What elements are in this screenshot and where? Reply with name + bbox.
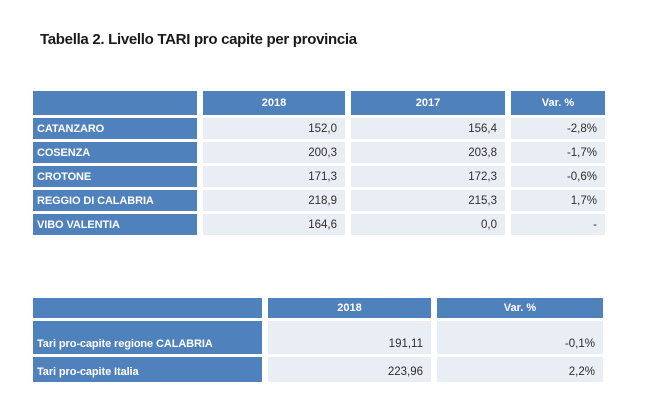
row-header-cosenza: COSENZA <box>33 142 197 163</box>
row-header-reggio-di-calabria: REGGIO DI CALABRIA <box>33 190 197 211</box>
row-header-vibo-valentia: VIBO VALENTIA <box>33 214 197 235</box>
value-cell: 171,3 <box>203 166 345 187</box>
column-header-2018: 2018 <box>268 298 431 318</box>
value-cell: 172,3 <box>351 166 505 187</box>
provinces-table: 2018 2017 Var. % CATANZARO 152,0 156,4 -… <box>33 91 605 235</box>
value-cell: 200,3 <box>203 142 345 163</box>
value-cell: -0,6% <box>511 166 605 187</box>
column-header-2017: 2017 <box>351 91 505 115</box>
value-cell: 0,0 <box>351 214 505 235</box>
value-cell: 152,0 <box>203 118 345 139</box>
summary-table: 2018 Var. % Tari pro-capite regione CALA… <box>33 298 603 382</box>
column-header-2018: 2018 <box>203 91 345 115</box>
value-cell: 215,3 <box>351 190 505 211</box>
value-cell: -0,1% <box>437 321 603 354</box>
value-cell: 164,6 <box>203 214 345 235</box>
row-header-catanzaro: CATANZARO <box>33 118 197 139</box>
column-header-blank <box>33 298 262 318</box>
value-cell: 1,7% <box>511 190 605 211</box>
value-cell: 223,96 <box>268 357 431 382</box>
value-cell: -1,7% <box>511 142 605 163</box>
row-header-crotone: CROTONE <box>33 166 197 187</box>
column-header-var: Var. % <box>437 298 603 318</box>
value-cell: 156,4 <box>351 118 505 139</box>
value-cell: 218,9 <box>203 190 345 211</box>
value-cell: 203,8 <box>351 142 505 163</box>
row-header-tari-calabria: Tari pro-capite regione CALABRIA <box>33 321 262 354</box>
column-header-var: Var. % <box>511 91 605 115</box>
value-cell: 2,2% <box>437 357 603 382</box>
row-header-tari-italia: Tari pro-capite Italia <box>33 357 262 382</box>
value-cell: -2,8% <box>511 118 605 139</box>
value-cell: - <box>511 214 605 235</box>
value-cell: 191,11 <box>268 321 431 354</box>
column-header-blank <box>33 91 197 115</box>
table-title: Tabella 2. Livello TARI pro capite per p… <box>40 31 357 48</box>
